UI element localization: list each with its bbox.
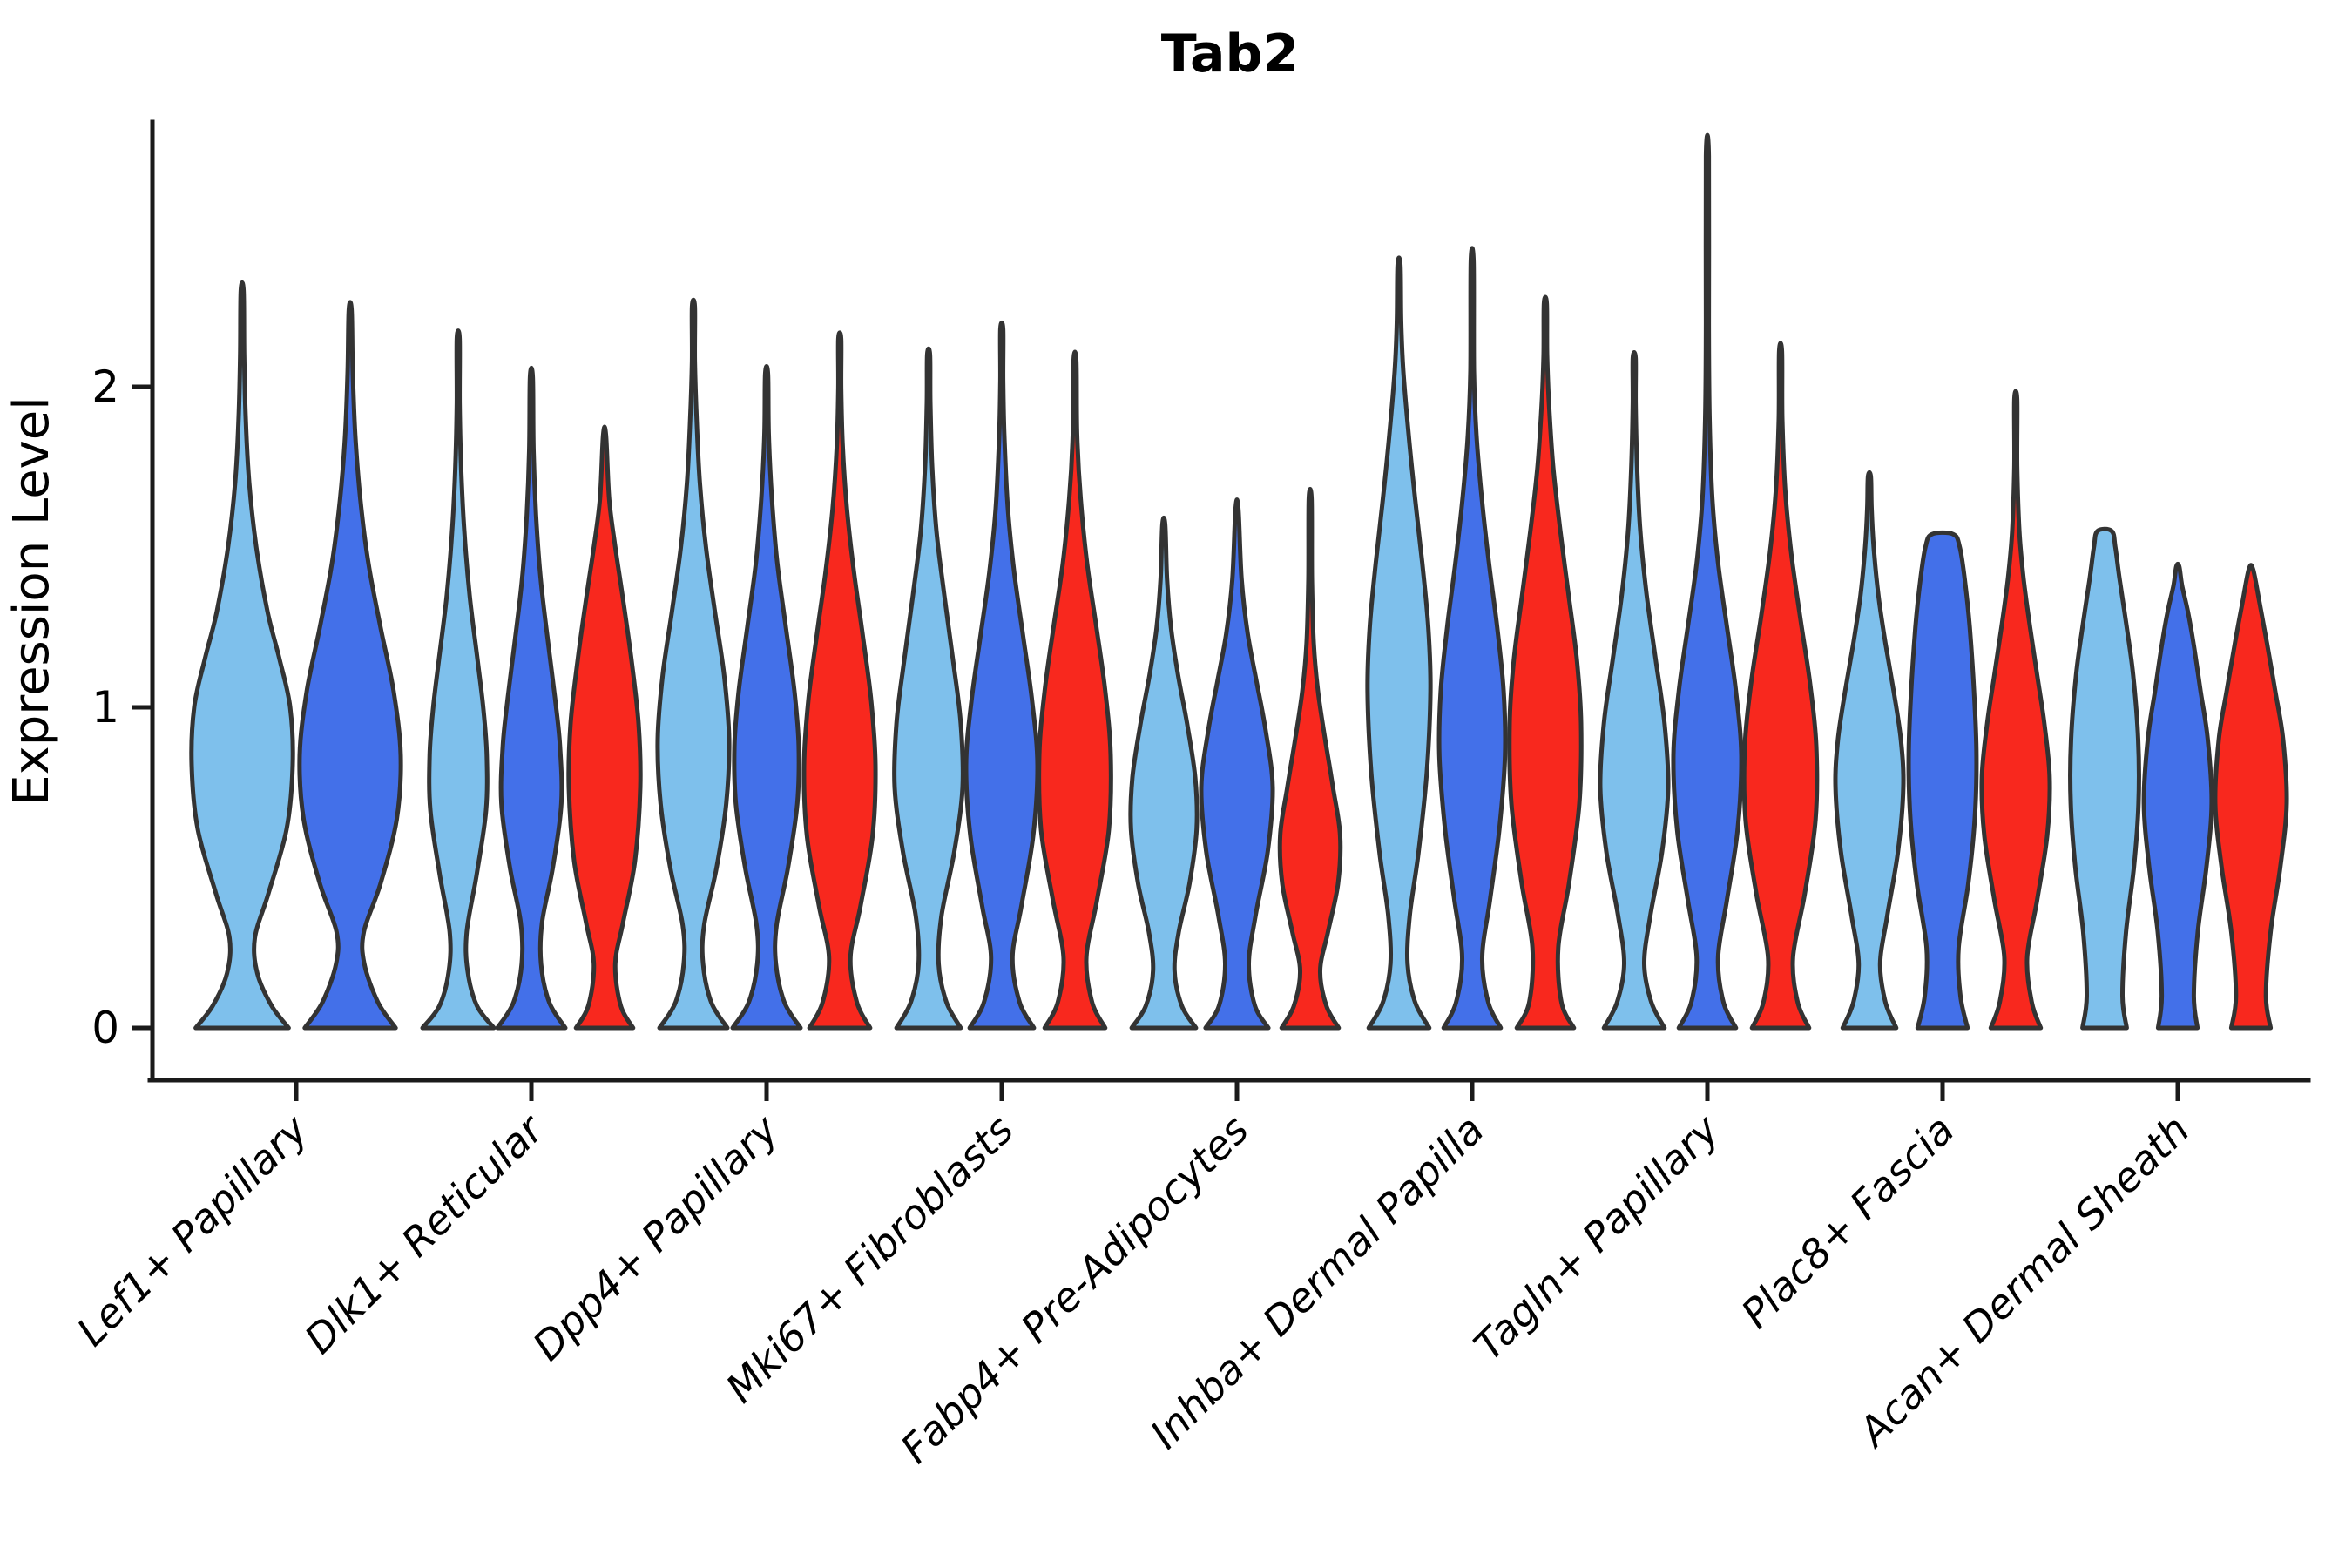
violin-lef1-blue	[297, 300, 403, 1031]
violin-dlk1-blue	[495, 365, 568, 1031]
y-axis-label: Expression Level	[3, 396, 60, 806]
violin-tagln-red	[1741, 341, 1820, 1031]
y-tick-label: 0	[91, 1003, 119, 1053]
violin-inhba-blue	[1436, 246, 1508, 1031]
x-tick-label: Tagln+ Papillary	[1464, 1105, 1728, 1369]
violin-mki67-lightblue	[892, 346, 965, 1031]
violin-plac8-blue	[1906, 530, 1979, 1031]
violin-acan-red	[2213, 563, 2289, 1031]
chart-title: Tab2	[1161, 24, 1299, 84]
violin-acan-lightblue	[2068, 526, 2141, 1031]
violin-fabp4-red	[1277, 486, 1343, 1031]
y-axis-ticks: 0 1 2	[91, 362, 152, 1053]
y-tick-label: 1	[91, 682, 119, 733]
violin-acan-blue	[2141, 561, 2214, 1031]
violin-inhba-lightblue	[1365, 255, 1433, 1031]
violin-fabp4-blue	[1199, 497, 1275, 1031]
violin-tagln-blue	[1671, 132, 1744, 1031]
violin-dpp4-lightblue	[655, 297, 732, 1031]
violin-dlk1-lightblue	[420, 328, 497, 1031]
violins-layer	[189, 132, 2289, 1031]
x-tick-label: Dpp4+ Papillary	[524, 1105, 787, 1369]
violin-lef1-lightblue	[189, 280, 295, 1031]
violin-inhba-red	[1507, 294, 1584, 1031]
violin-fabp4-lightblue	[1128, 515, 1200, 1031]
violin-dlk1-red	[566, 424, 643, 1031]
violin-dpp4-blue	[730, 364, 803, 1031]
violin-plac8-red	[1979, 389, 2052, 1031]
x-tick-label: Lef1+ Papillary	[68, 1105, 317, 1355]
violin-mki67-blue	[963, 320, 1040, 1031]
violin-dpp4-red	[801, 330, 878, 1031]
violin-tagln-lightblue	[1598, 349, 1671, 1031]
violin-mki67-red	[1037, 349, 1113, 1031]
violin-plac8-lightblue	[1833, 470, 1906, 1031]
x-tick-label: Dlk1+ Reticular	[295, 1104, 554, 1362]
x-tick-label: Plac8+ Fascia	[1732, 1106, 1963, 1337]
y-tick-label: 2	[91, 362, 119, 412]
